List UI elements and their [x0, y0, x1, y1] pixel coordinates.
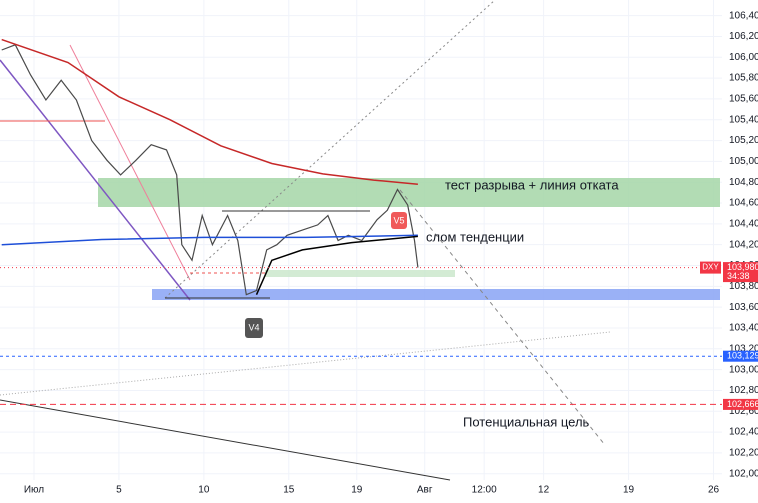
projection-line — [399, 189, 606, 446]
marker-label: V4 — [248, 322, 259, 332]
price-tag-label: 103,980 — [727, 262, 758, 272]
minor-zone — [265, 270, 455, 277]
trend-line — [0, 59, 191, 301]
annotation: Потенциальная цель — [463, 414, 590, 429]
x-tick-label: 19 — [351, 485, 363, 496]
x-tick-label: 12:00 — [472, 485, 497, 496]
y-tick-label: 105,800 — [729, 73, 758, 84]
y-tick-label: 102,600 — [729, 406, 758, 417]
y-tick-label: 102,000 — [729, 468, 758, 479]
y-tick-label: 102,200 — [729, 448, 758, 459]
support-zone — [152, 289, 720, 300]
x-tick-label: 5 — [116, 485, 122, 496]
y-tick-label: 105,400 — [729, 114, 758, 125]
y-tick-label: 105,600 — [729, 94, 758, 105]
price-tag — [723, 398, 758, 410]
x-tick-label: Июл — [24, 485, 44, 496]
y-tick-label: 103,600 — [729, 302, 758, 313]
y-tick-label: 103,000 — [729, 364, 758, 375]
marker-box — [391, 212, 407, 229]
price-line — [255, 235, 418, 296]
trend-line — [69, 44, 191, 281]
price-line — [1, 234, 418, 246]
y-tick-label: 104,800 — [729, 177, 758, 188]
price-tag — [723, 262, 758, 283]
y-tick-label: 102,800 — [729, 385, 758, 396]
marker-box — [245, 318, 263, 338]
y-tick-label: 103,200 — [729, 343, 758, 354]
resistance-zone — [98, 178, 720, 207]
drawings — [0, 0, 720, 481]
annotation: тест разрыва + линия отката — [445, 177, 619, 192]
x-tick-label: Авг — [417, 485, 433, 496]
y-tick-label: 105,200 — [729, 135, 758, 146]
y-tick-label: 106,000 — [729, 52, 758, 63]
y-tick-label: 104,200 — [729, 239, 758, 250]
x-tick-label: 12 — [538, 485, 550, 496]
channel-line — [0, 399, 451, 481]
x-tick-label: 10 — [198, 485, 210, 496]
y-tick-label: 103,800 — [729, 281, 758, 292]
channel-line — [0, 331, 611, 396]
y-tick-label: 103,400 — [729, 323, 758, 334]
price-tag-label: 103,129 — [727, 351, 758, 361]
x-tick-label: 26 — [708, 485, 720, 496]
x-tick-label: 15 — [283, 485, 295, 496]
y-tick-label: 106,200 — [729, 31, 758, 42]
y-tick-label: 102,400 — [729, 427, 758, 438]
marker-label: V5 — [393, 215, 404, 225]
price-line — [1, 38, 418, 186]
price-axis — [722, 0, 758, 498]
x-tick-label: 19 — [623, 485, 635, 496]
y-tick-label: 104,600 — [729, 198, 758, 209]
annotation: слом тенденции — [426, 229, 524, 244]
price-tag-label: 102,666 — [727, 399, 758, 409]
countdown: 34:38 — [727, 271, 750, 281]
projection-line — [164, 0, 496, 299]
price-tag — [723, 350, 758, 362]
symbol-tag — [700, 261, 721, 274]
symbol-label: DXY — [702, 263, 719, 272]
y-tick-label: 106,400 — [729, 10, 758, 21]
y-tick-label: 105,000 — [729, 156, 758, 167]
y-tick-label: 104,400 — [729, 219, 758, 230]
